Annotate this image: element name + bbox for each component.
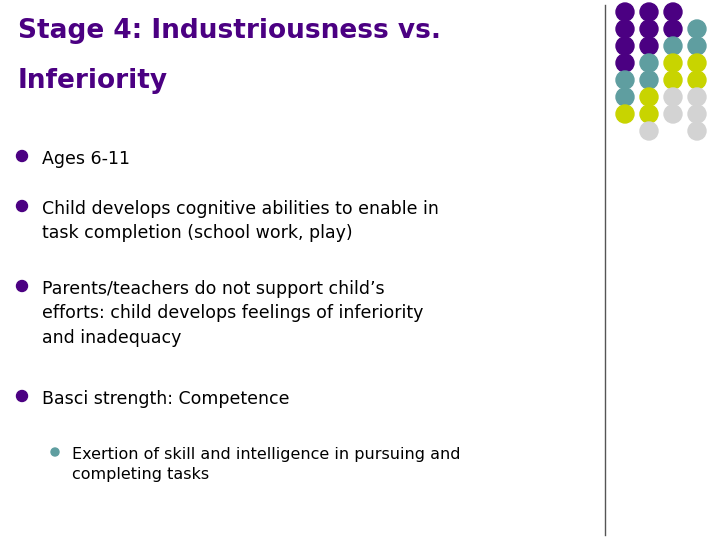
Circle shape	[664, 37, 682, 55]
Circle shape	[688, 71, 706, 89]
Circle shape	[688, 88, 706, 106]
Circle shape	[616, 71, 634, 89]
Circle shape	[616, 54, 634, 72]
Circle shape	[616, 88, 634, 106]
Text: Parents/teachers do not support child’s
efforts: child develops feelings of infe: Parents/teachers do not support child’s …	[42, 280, 423, 347]
Text: Inferiority: Inferiority	[18, 68, 168, 94]
Circle shape	[688, 37, 706, 55]
Circle shape	[664, 71, 682, 89]
Circle shape	[640, 37, 658, 55]
Circle shape	[640, 105, 658, 123]
Circle shape	[616, 3, 634, 21]
Circle shape	[17, 200, 27, 212]
Circle shape	[616, 105, 634, 123]
Circle shape	[17, 390, 27, 402]
Text: Stage 4: Industriousness vs.: Stage 4: Industriousness vs.	[18, 18, 441, 44]
Circle shape	[640, 54, 658, 72]
Circle shape	[17, 151, 27, 161]
Circle shape	[616, 37, 634, 55]
Circle shape	[640, 122, 658, 140]
Text: Basci strength: Competence: Basci strength: Competence	[42, 390, 289, 408]
Circle shape	[664, 88, 682, 106]
Circle shape	[640, 3, 658, 21]
Circle shape	[688, 20, 706, 38]
Circle shape	[688, 105, 706, 123]
Circle shape	[688, 122, 706, 140]
Circle shape	[664, 54, 682, 72]
Text: Exertion of skill and intelligence in pursuing and
completing tasks: Exertion of skill and intelligence in pu…	[72, 447, 461, 482]
Circle shape	[688, 54, 706, 72]
Circle shape	[640, 88, 658, 106]
Circle shape	[640, 71, 658, 89]
Text: Ages 6-11: Ages 6-11	[42, 150, 130, 168]
Circle shape	[664, 20, 682, 38]
Circle shape	[664, 3, 682, 21]
Circle shape	[616, 20, 634, 38]
Circle shape	[640, 20, 658, 38]
Circle shape	[664, 105, 682, 123]
Circle shape	[17, 280, 27, 292]
Circle shape	[51, 448, 59, 456]
Text: Child develops cognitive abilities to enable in
task completion (school work, pl: Child develops cognitive abilities to en…	[42, 200, 439, 242]
